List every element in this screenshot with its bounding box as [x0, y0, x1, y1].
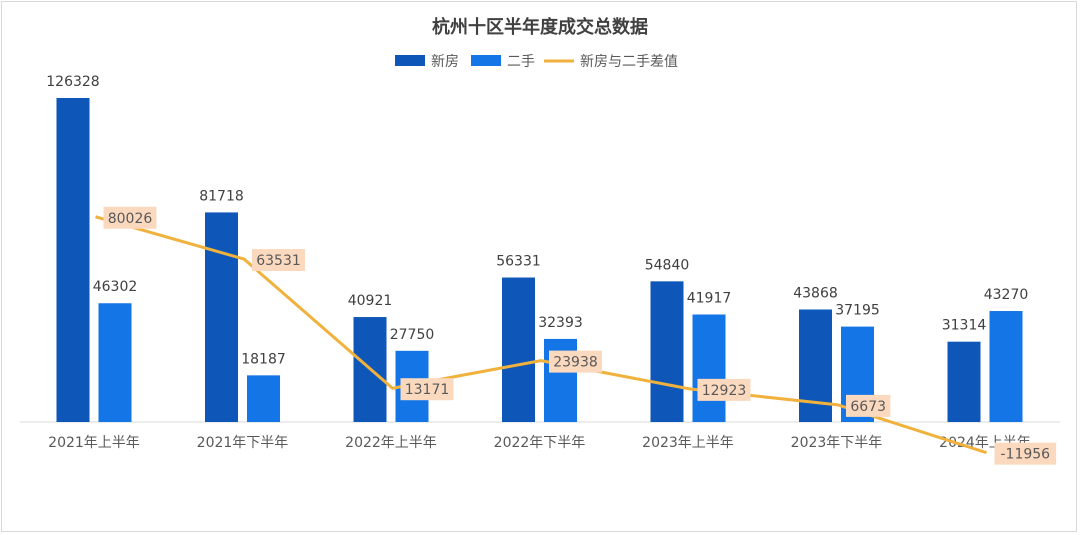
legend: 新房 二手 新房与二手差值 — [395, 54, 678, 70]
label-new-1: 81718 — [199, 188, 244, 204]
bar-second-hand-0 — [98, 303, 132, 422]
difference-label-box-4 — [697, 378, 751, 401]
x-tick-label-3: 2022年下半年 — [494, 435, 586, 451]
difference-label-box-2 — [400, 378, 454, 401]
x-tick-labels-group: 2021年上半年 2021年下半年 2022年上半年 2022年下半年 2023年上半年… — [48, 435, 1031, 451]
bar-new-3 — [502, 277, 535, 422]
legend-swatch-second-hand — [471, 55, 501, 66]
difference-label-4: 12923 — [702, 383, 747, 399]
label-second-hand-5: 37195 — [835, 303, 880, 319]
difference-line-group — [95, 215, 987, 455]
label-second-hand-1: 18187 — [241, 351, 286, 367]
difference-label-3: 23938 — [553, 355, 598, 371]
label-new-6: 31314 — [942, 318, 987, 334]
difference-label-2: 13171 — [405, 382, 450, 398]
difference-label-box-5 — [846, 394, 891, 417]
label-second-hand-4: 41917 — [687, 290, 732, 306]
chart-title: 杭州十区半年度成交总数据 — [432, 16, 648, 38]
bar-second-hand-6 — [989, 311, 1023, 422]
bar-new-0 — [56, 98, 90, 422]
bar-second-hand-1 — [247, 375, 280, 422]
difference-label-box-0 — [103, 206, 157, 229]
difference-label-6: -11956 — [1001, 447, 1051, 463]
x-tick-label-1: 2021年下半年 — [197, 435, 289, 451]
difference-label-box-6 — [994, 442, 1057, 465]
x-tick-label-2: 2022年上半年 — [345, 435, 437, 451]
label-second-hand-3: 32393 — [538, 315, 583, 331]
x-tick-label-0: 2021年上半年 — [48, 435, 140, 451]
bar-new-6 — [947, 341, 981, 422]
bar-second-hand-4 — [692, 314, 726, 422]
bar-new-1 — [205, 212, 238, 422]
legend-label-second-hand: 二手 — [507, 54, 535, 70]
legend-swatch-new — [395, 55, 425, 66]
label-new-4: 54840 — [645, 257, 690, 273]
bar-new-4 — [650, 281, 684, 422]
label-second-hand-0: 46302 — [93, 279, 138, 295]
legend-label-new: 新房 — [431, 54, 459, 70]
difference-label-1: 63531 — [256, 253, 301, 269]
label-new-5: 43868 — [793, 285, 838, 301]
difference-label-box-3 — [549, 350, 602, 373]
difference-label-5: 6673 — [850, 399, 886, 415]
label-new-0: 126328 — [46, 74, 99, 90]
legend-label-difference: 新房与二手差值 — [580, 54, 678, 70]
x-tick-label-5: 2023年下半年 — [791, 435, 883, 451]
label-new-3: 56331 — [496, 254, 541, 270]
difference-labels-group: 80026 63531 13171 23938 12923 6673 -11956 — [103, 206, 1057, 465]
difference-line — [95, 215, 987, 455]
x-tick-label-4: 2023年上半年 — [642, 435, 734, 451]
bar-labels-group: 126328 46302 81718 18187 40921 27750 56331 3239… — [46, 74, 1028, 367]
difference-label-box-1 — [252, 249, 305, 272]
label-second-hand-6: 43270 — [984, 287, 1029, 303]
label-second-hand-2: 27750 — [390, 327, 435, 343]
difference-label-0: 80026 — [108, 211, 153, 227]
label-new-2: 40921 — [348, 293, 393, 309]
